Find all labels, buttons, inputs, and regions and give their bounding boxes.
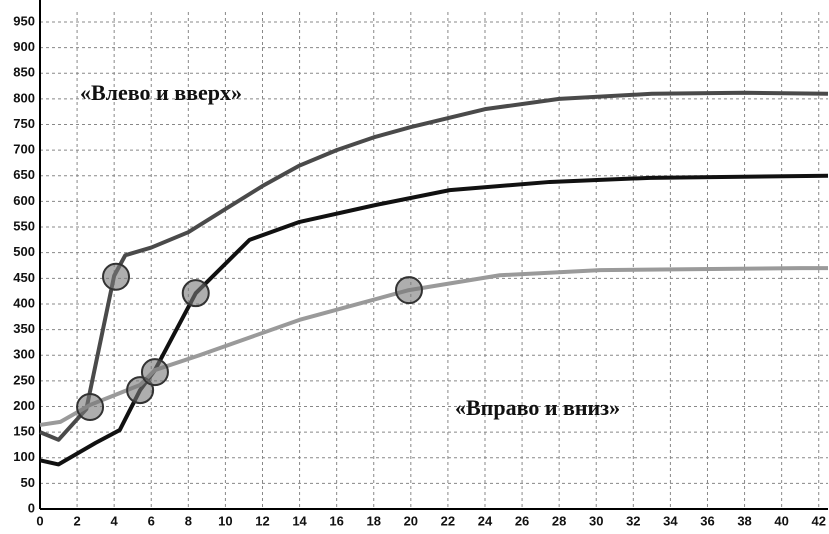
x-tick-label: 36 (700, 513, 714, 528)
y-tick-label: 700 (13, 142, 35, 157)
y-tick-label: 350 (13, 321, 35, 336)
y-tick-label: 100 (13, 449, 35, 464)
series-line (39, 266, 828, 427)
x-tick-label: 26 (515, 513, 529, 528)
x-tick-label: 4 (111, 513, 119, 528)
x-tick-label: 32 (626, 513, 640, 528)
y-tick-label: 550 (13, 218, 35, 233)
y-tick-label: 300 (13, 347, 35, 362)
y-tick-label: 600 (13, 193, 35, 208)
annotation: «Влево и вверх» (80, 80, 242, 105)
series-line (39, 90, 829, 442)
y-tick-label: 650 (13, 167, 35, 182)
x-tick-label: 34 (663, 513, 678, 528)
annotation: «Вправо и вниз» (455, 395, 620, 420)
marker (181, 279, 210, 308)
y-tick-label: 400 (13, 295, 35, 310)
x-tick-label: 16 (329, 513, 343, 528)
x-tick-label: 38 (737, 513, 751, 528)
y-tick-label: 450 (13, 270, 35, 285)
x-tick-label: 42 (811, 513, 825, 528)
y-tick-label: 150 (13, 424, 35, 439)
x-tick-label: 12 (255, 513, 269, 528)
x-tick-label: 10 (218, 513, 232, 528)
x-tick-label: 18 (367, 513, 381, 528)
x-tick-label: 2 (73, 513, 80, 528)
x-tick-label: 6 (148, 513, 155, 528)
y-tick-label: 500 (13, 244, 35, 259)
x-tick-label: 22 (441, 513, 455, 528)
x-tick-label: 0 (36, 513, 43, 528)
y-tick-label: 200 (13, 398, 35, 413)
y-tick-label: 900 (13, 39, 35, 54)
y-tick-label: 0 (28, 500, 35, 515)
x-tick-label: 24 (478, 513, 493, 528)
marker (102, 262, 131, 291)
y-tick-label: 750 (13, 116, 35, 131)
marker (76, 392, 105, 421)
x-tick-label: 8 (185, 513, 192, 528)
marker (140, 358, 169, 387)
series-line (39, 173, 829, 467)
y-tick-label: 50 (21, 475, 35, 490)
x-tick-label: 14 (292, 513, 307, 528)
y-tick-label: 800 (13, 90, 35, 105)
marker (126, 376, 155, 405)
y-tick-label: 850 (13, 65, 35, 80)
x-tick-label: 28 (552, 513, 566, 528)
x-tick-label: 30 (589, 513, 603, 528)
x-tick-label: 40 (774, 513, 788, 528)
x-tick-label: 20 (404, 513, 418, 528)
y-tick-label: 250 (13, 372, 35, 387)
marker (394, 276, 423, 305)
y-tick-label: 950 (13, 13, 35, 28)
